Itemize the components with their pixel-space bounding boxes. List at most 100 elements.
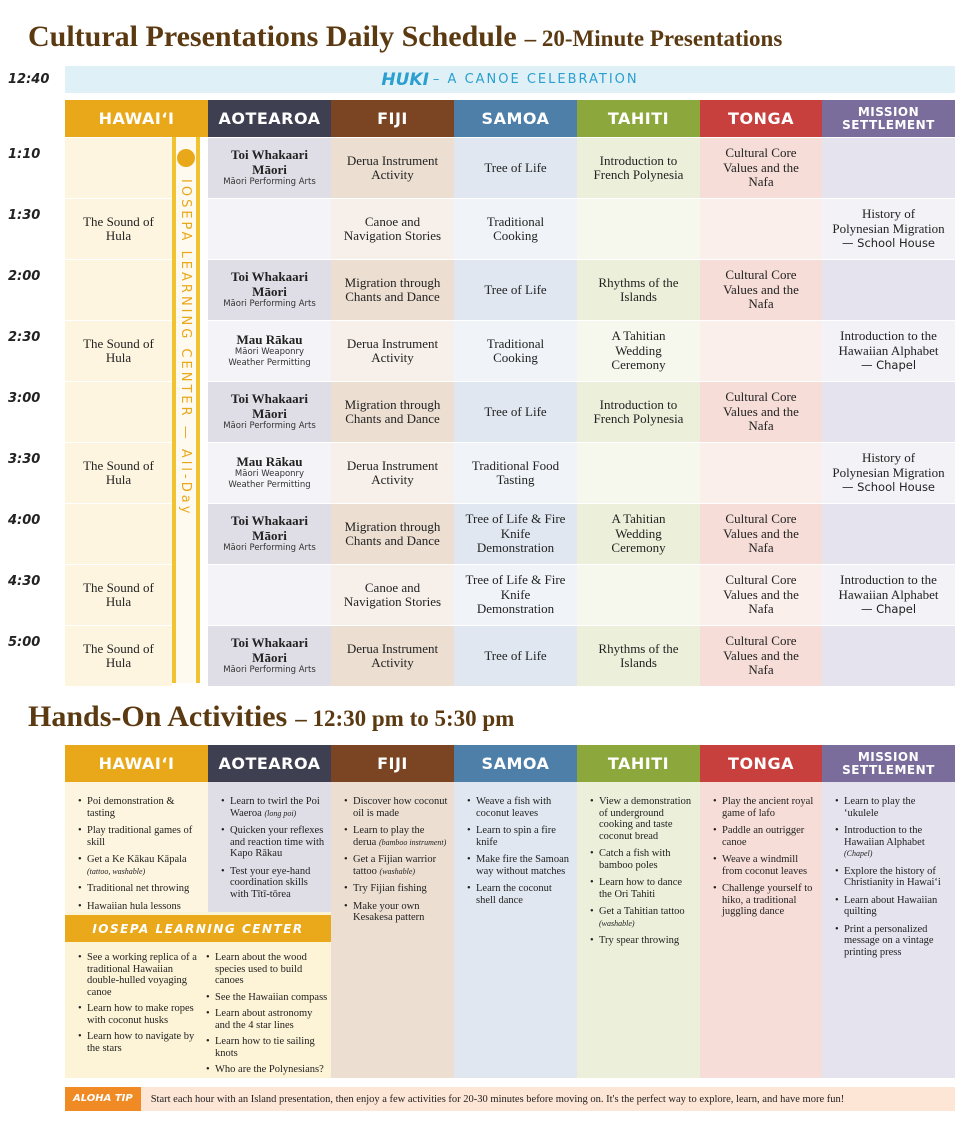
title-text: Cultural Presentations Daily Schedule [28,20,517,53]
cell-title: Introduction to French Polynesia [593,396,684,426]
cell-title: Traditional Cooking [486,335,545,365]
cell-title: Toi Whakaari Māori [231,635,308,665]
title-text: Hands-On Activities [28,700,288,733]
time-label: 12:40 [8,72,50,87]
cell-title: Tree of Life & Fire Knife Demonstration [465,511,566,556]
subtitle: – 20-Minute Presentations [524,26,783,51]
tip-label: ALOHA TIP [65,1087,141,1111]
schedule-cell: The Sound of Hula [65,442,172,503]
column-header: MISSION SETTLEMENT [822,100,955,137]
activity-item: Traditional net throwing [78,883,202,895]
schedule-cell: Canoe and Navigation Stories [331,198,454,259]
activity-item: Quicken your reflexes and reaction time … [221,825,325,860]
activity-item: Weave a windmill from coconut leaves [713,854,816,877]
schedule-cell: The Sound of Hula [65,320,172,381]
activity-item: Learn to spin a fire knife [467,825,571,848]
cell-title: History of Polynesian Migration — School… [832,206,945,251]
activity-item: Make your own Kesakesa pattern [344,901,448,924]
schedule-cell: A Tahitian Wedding Ceremony [577,320,700,381]
cell-note: Māori Performing Arts [223,543,316,553]
banner-text: – A CANOE CELEBRATION [432,72,639,87]
cell-note: Weather Permitting [228,480,311,491]
schedule-cell: Toi Whakaari Māori Māori Performing Arts [208,381,331,442]
cell-title: The Sound of Hula [83,579,154,609]
schedule-cell: Introduction to French Polynesia [577,381,700,442]
schedule-cell: Introduction to the Hawaiian Alphabet — … [822,320,955,381]
schedule-cell [822,381,955,442]
activity-column: Play the ancient royal game of lafo Paddl… [700,782,822,1078]
schedule-cell [65,259,172,320]
banner: HUKI – A CANOE CELEBRATION [65,66,955,93]
activity-text: Learn about Hawaiian quilting [844,894,938,918]
activity-item: Introduction to the Hawaiian Alphabet (C… [835,825,949,860]
cell-title: Cultural Core Values and the Nafa [723,511,799,556]
cell-title: A Tahitian Wedding Ceremony [611,328,666,373]
activity-item: View a demonstration of underground cook… [590,796,694,842]
schedule-cell: Introduction to the Hawaiian Alphabet — … [822,564,955,625]
cell-note: Māori Performing Arts [223,665,316,675]
activity-list: See a working replica of a traditional H… [77,952,203,1054]
cell-title: Canoe and Navigation Stories [343,579,442,609]
schedule-cell [822,259,955,320]
activity-text: Learn to play the ʻukulele [844,796,916,819]
schedule-cell: A Tahitian Wedding Ceremony [577,503,700,564]
activity-column: Discover how coconut oil is made Learn to… [331,782,454,1078]
schedule-cell: Migration through Chants and Dance [331,503,454,564]
activity-text: Try Fijian fishing [353,883,427,894]
schedule-cell: The Sound of Hula [65,625,172,686]
column-header: AOTEAROA [208,745,331,782]
activity-text: Challenge yourself to hiko, a traditiona… [722,883,813,917]
activity-text: Learn the coconut shell dance [476,883,552,906]
iosepa-box: IOSEPA LEARNING CENTER See a working repl… [65,912,331,1078]
cell-title: The Sound of Hula [83,640,154,670]
schedule-cell: Migration through Chants and Dance [331,381,454,442]
activity-column: Learn to play the ʻukulele Introduction t… [822,782,955,1078]
activity-item: Learn to twirl the Poi Waeroa (long poi) [221,796,325,819]
schedule-cell: Canoe and Navigation Stories [331,564,454,625]
activity-column: View a demonstration of underground cook… [577,782,700,1078]
activity-item: Try spear throwing [590,935,694,947]
cell-note: Māori Weaponry [234,347,305,358]
time-label: 4:00 [8,513,41,528]
iosepa-list: See a working replica of a traditional H… [77,952,203,1059]
column-header: TAHITI [577,100,700,137]
schedule-cell: Traditional Cooking [454,198,577,259]
time-label: 3:30 [8,452,41,467]
column-header: HAWAIʻI [65,745,208,782]
activity-note: (Chapel) [844,849,873,858]
activity-item: Explore the history of Christianity in H… [835,865,949,889]
schedule-cell [208,564,331,625]
strip-icon [177,149,195,167]
schedule-cell: Toi Whakaari Māori Māori Performing Arts [208,625,331,686]
schedule-cell: Introduction to French Polynesia [577,137,700,198]
cell-title: Rhythms of the Islands [598,640,679,670]
cell-title: Introduction to the Hawaiian Alphabet — … [838,328,939,373]
iosepa-list: Learn about the wood species used to bui… [205,952,329,1081]
activity-item: Get a Fijian warrior tattoo (washable) [344,854,448,877]
schedule-cell: Tree of Life [454,381,577,442]
cell-title: Migration through Chants and Dance [344,274,441,304]
activity-text: Paddle an outrigger canoe [722,825,805,848]
cell-title: The Sound of Hula [83,457,154,487]
activity-item: Learn about astronomy and the 4 star lin… [206,1008,329,1031]
cell-title: Tree of Life [484,159,547,175]
activity-list: Discover how coconut oil is made Learn to… [343,796,448,924]
activity-text: Quicken your reflexes and reaction time … [230,825,325,859]
column-header: FIJI [331,745,454,782]
iosepa-title: IOSEPA LEARNING CENTER [65,915,331,942]
subtitle: – 12:30 pm to 5:30 pm [295,706,515,731]
activity-text: Print a personalized message on a vintag… [844,923,934,958]
cell-title: The Sound of Hula [83,213,154,243]
schedule-cell: Tree of Life [454,625,577,686]
activity-text: Hawaiian hula lessons [87,900,181,912]
activity-note: (bamboo instrument) [378,837,447,847]
schedule-cell [822,503,955,564]
activity-item: Discover how coconut oil is made [344,796,448,819]
column-header: TONGA [700,745,822,782]
activity-note: (washable) [379,866,416,876]
activity-text: Introduction to the Hawaiian Alphabet [844,825,925,848]
activity-text: Try spear throwing [599,935,680,946]
activity-text: Explore the history of Christianity in H… [844,865,941,889]
schedule-cell: Toi Whakaari Māori Māori Performing Arts [208,503,331,564]
cell-title: Cultural Core Values and the Nafa [723,267,799,312]
